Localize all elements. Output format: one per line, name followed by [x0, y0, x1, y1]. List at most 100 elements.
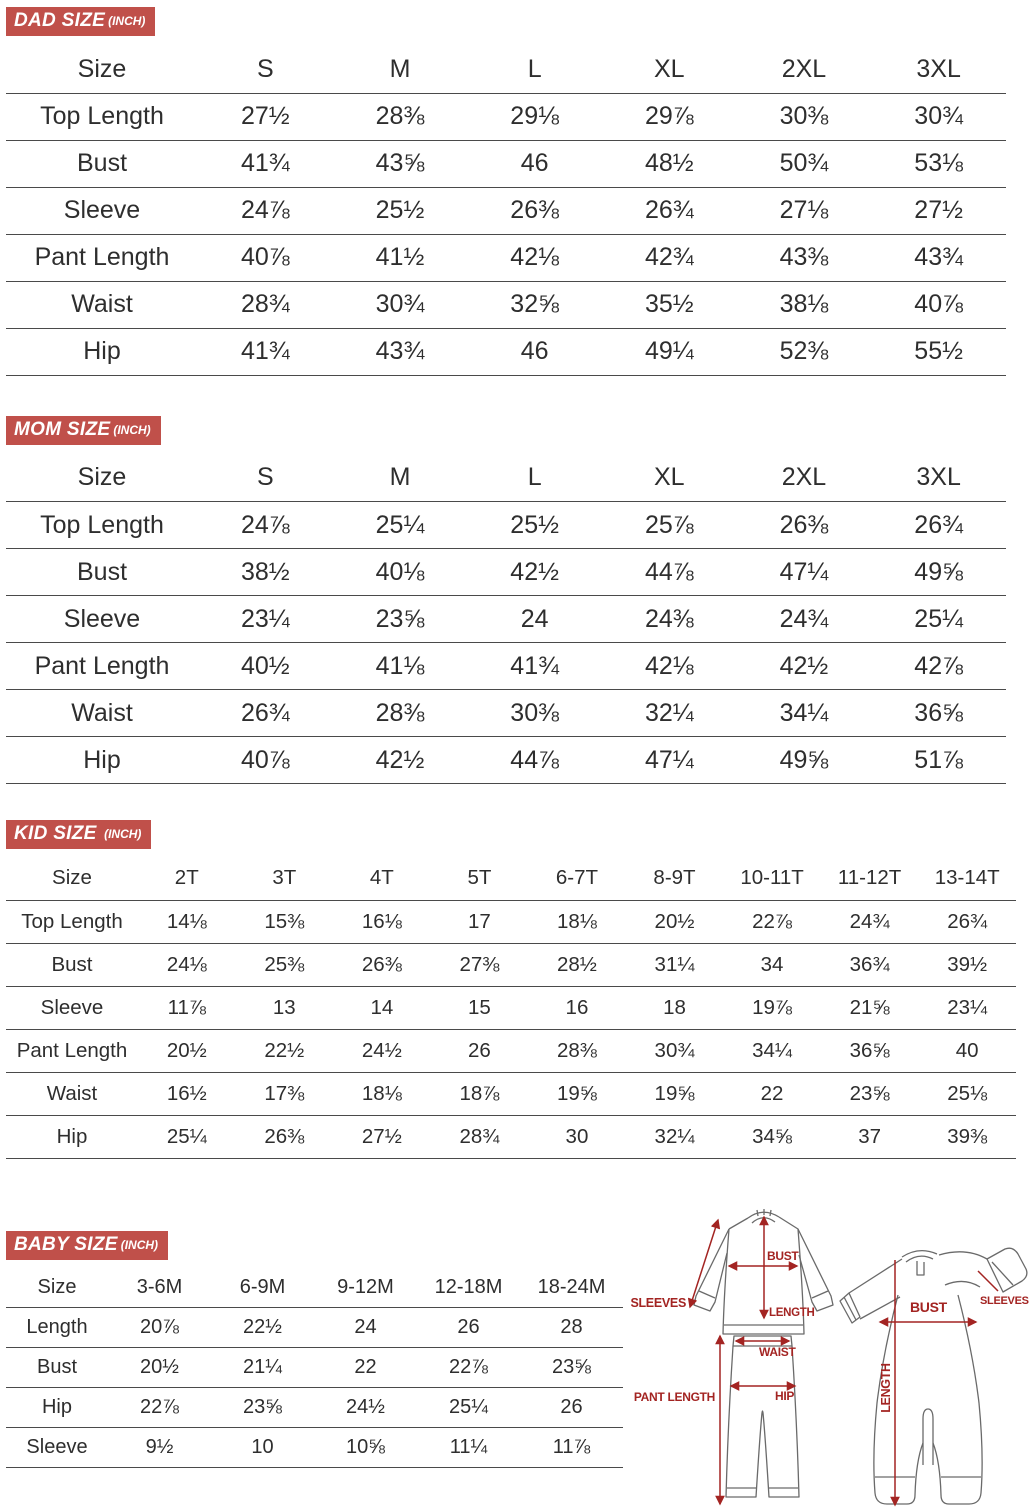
table-row: Hip 40⅞ 42½ 44⅞ 47¼ 49⅝ 51⅞	[6, 736, 1006, 784]
measurement-value: 53⅛	[871, 140, 1006, 188]
measurement-value: 42¾	[601, 234, 737, 282]
measurement-value: 41½	[332, 234, 468, 282]
size-column-header: 4T	[333, 857, 431, 901]
measurement-row-label: Hip	[6, 1115, 138, 1159]
measurement-value: 25¼	[871, 595, 1006, 643]
measurement-value: 26	[520, 1387, 623, 1428]
table-row: Hip 22⅞ 23⅝ 24½ 25¼ 26	[6, 1387, 623, 1428]
measurement-value: 19⅝	[625, 1072, 724, 1116]
measurement-value: 24	[467, 595, 602, 643]
mom-size-badge: MOM SIZE (INCH)	[6, 415, 161, 445]
measurement-value: 15⅜	[235, 900, 334, 944]
measurement-value: 41¾	[198, 140, 333, 188]
measurement-value: 40	[918, 1029, 1016, 1073]
measurement-value: 39½	[918, 943, 1016, 987]
pajama-pants-outline-icon	[725, 1334, 800, 1498]
pant-length-label: PANT LENGTH	[634, 1390, 715, 1404]
measurement-value: 18	[625, 986, 724, 1030]
measurement-value: 40⅞	[198, 234, 333, 282]
table-row: Sleeve 24⅞ 25½ 26⅜ 26¾ 27⅛ 27½	[6, 187, 1006, 235]
badge-unit-label: (INCH)	[113, 422, 151, 437]
table-row: Bust 41¾ 43⅝ 46 48½ 50¾ 53⅛	[6, 140, 1006, 188]
measurement-value: 28½	[528, 943, 626, 987]
measurement-value: 43⅜	[736, 234, 872, 282]
size-column-header: 9-12M	[314, 1267, 417, 1308]
measurement-value: 24½	[314, 1387, 417, 1428]
measurement-value: 55½	[871, 328, 1006, 376]
table-row: Pant Length 40½ 41⅛ 41¾ 42⅛ 42½ 42⅞	[6, 642, 1006, 690]
measurement-row-label: Sleeve	[6, 986, 138, 1030]
measurement-value: 17⅜	[235, 1072, 334, 1116]
measurement-value: 25⅛	[918, 1072, 1016, 1116]
measurement-value: 20½	[108, 1347, 211, 1388]
table-row: Sleeve 9½ 10 10⅝ 11¼ 11⅞	[6, 1427, 623, 1468]
measurement-value: 26¾	[918, 900, 1016, 944]
measurement-value: 19⅞	[723, 986, 821, 1030]
measurement-value: 36¾	[820, 943, 919, 987]
measurement-value: 46	[467, 140, 602, 188]
measurement-row-label: Pant Length	[6, 234, 198, 282]
measurement-value: 25¼	[332, 501, 468, 549]
measurement-value: 26¾	[871, 501, 1006, 549]
measurement-value: 23⅝	[211, 1387, 314, 1428]
measurement-value: 10⅝	[314, 1427, 417, 1468]
size-column-header: 10-11T	[723, 857, 821, 901]
size-column-header: 18-24M	[520, 1267, 623, 1308]
measurement-row-label: Sleeve	[6, 1427, 108, 1468]
measurement-value: 14⅛	[138, 900, 236, 944]
measurement-value: 17	[430, 900, 529, 944]
measurement-value: 25½	[467, 501, 602, 549]
baby-size-table: Size 3-6M 6-9M 9-12M 12-18M 18-24M Length 20⅞ 22…	[6, 1267, 623, 1468]
size-header-label: Size	[6, 857, 138, 901]
measurement-value: 19⅝	[528, 1072, 626, 1116]
size-header-label: Size	[6, 1267, 108, 1308]
measurement-row-label: Waist	[6, 281, 198, 329]
measurement-value: 24⅞	[198, 501, 333, 549]
size-column-header: 3-6M	[108, 1267, 211, 1308]
baby-size-section: BABY SIZE (INCH) Size 3-6M 6-9M 9-12M 12-18M 1…	[0, 1159, 1035, 1508]
measurement-value: 22½	[211, 1307, 314, 1348]
size-column-header: XL	[601, 454, 737, 502]
measurement-value: 26	[417, 1307, 520, 1348]
measurement-row-label: Length	[6, 1307, 108, 1348]
measurement-value: 47¼	[736, 548, 872, 596]
measurement-value: 30	[528, 1115, 626, 1159]
measurement-value: 18⅞	[430, 1072, 529, 1116]
measurement-row-label: Sleeve	[6, 595, 198, 643]
measurement-value: 10	[211, 1427, 314, 1468]
table-row: Sleeve 23¼ 23⅝ 24 24⅜ 24¾ 25¼	[6, 595, 1006, 643]
measurement-value: 26	[430, 1029, 529, 1073]
measurement-value: 42⅛	[601, 642, 737, 690]
table-row: Waist 26¾ 28⅜ 30⅜ 32¼ 34¼ 36⅝	[6, 689, 1006, 737]
measurement-value: 30⅜	[736, 93, 872, 141]
pants-hip-label: HIP	[775, 1389, 794, 1403]
measurement-value: 41⅛	[332, 642, 468, 690]
measurement-value: 37	[820, 1115, 919, 1159]
measurement-value: 28	[520, 1307, 623, 1348]
measurement-value: 41¾	[198, 328, 333, 376]
measurement-value: 34¼	[736, 689, 872, 737]
kid-size-badge: KID SIZE (INCH)	[6, 820, 152, 849]
measurement-value: 25¼	[138, 1115, 236, 1159]
measurement-value: 26⅜	[467, 187, 602, 235]
size-column-header: M	[332, 454, 468, 502]
size-column-header: 3XL	[871, 454, 1006, 502]
measurement-value: 46	[467, 328, 602, 376]
measurement-value: 49⅝	[736, 736, 872, 784]
dad-size-section: DAD SIZE (INCH) Size S M L XL 2XL 3XL Top Length…	[0, 0, 1035, 376]
measurement-value: 49⅝	[871, 548, 1006, 596]
romper-bust-label: BUST	[910, 1299, 948, 1315]
measurement-value: 26⅜	[736, 501, 872, 549]
pajama-top-measures	[687, 1215, 799, 1319]
measurement-value: 42⅞	[871, 642, 1006, 690]
measurement-value: 40⅛	[332, 548, 468, 596]
measurement-value: 24½	[333, 1029, 431, 1073]
size-column-header: S	[198, 46, 333, 94]
measurement-value: 15	[430, 986, 529, 1030]
measurement-value: 24⅛	[138, 943, 236, 987]
measurement-row-label: Pant Length	[6, 642, 198, 690]
size-column-header: M	[332, 46, 468, 94]
romper-sleeves-label: SLEEVES	[980, 1295, 1029, 1307]
measurement-value: 52⅜	[736, 328, 872, 376]
measurement-value: 34⅝	[723, 1115, 821, 1159]
